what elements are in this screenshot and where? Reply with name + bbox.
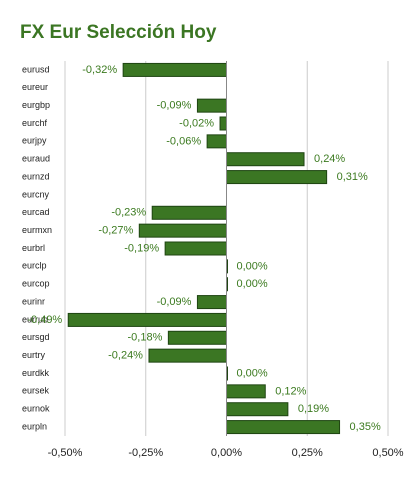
bar bbox=[148, 348, 227, 363]
bar bbox=[226, 420, 341, 435]
value-label: -0,24% bbox=[108, 350, 143, 362]
value-label: -0,27% bbox=[98, 225, 133, 237]
category-label: eurchf bbox=[22, 118, 48, 128]
x-tick-label: 0,25% bbox=[292, 447, 323, 459]
value-label: 0,00% bbox=[237, 278, 268, 290]
x-tick-label: -0,25% bbox=[128, 447, 163, 459]
bar bbox=[138, 223, 227, 238]
value-label: -0,32% bbox=[82, 64, 117, 76]
category-label: eurtry bbox=[22, 350, 46, 360]
value-label: -0,19% bbox=[124, 242, 159, 254]
x-tick-label: 0,50% bbox=[372, 447, 403, 459]
value-label: -0,49% bbox=[27, 314, 62, 326]
category-label: eurnzd bbox=[22, 171, 50, 181]
value-label: 0,19% bbox=[298, 403, 329, 415]
value-label: -0,18% bbox=[128, 332, 163, 344]
category-label: euraud bbox=[22, 154, 50, 164]
category-label: eureur bbox=[22, 82, 48, 92]
x-tick-label: -0,50% bbox=[48, 447, 83, 459]
bar bbox=[226, 170, 328, 185]
value-label: 0,24% bbox=[314, 153, 345, 165]
category-label: eurusd bbox=[22, 64, 50, 74]
category-label: eurmxn bbox=[22, 225, 52, 235]
category-label: eursgd bbox=[22, 332, 50, 342]
bar bbox=[206, 134, 227, 149]
category-label: eurclp bbox=[22, 261, 47, 271]
category-label: eurcop bbox=[22, 279, 50, 289]
value-label: -0,09% bbox=[157, 100, 192, 112]
bar bbox=[196, 98, 227, 113]
bar bbox=[151, 205, 228, 220]
bar bbox=[122, 62, 227, 77]
bar bbox=[164, 241, 228, 256]
category-label: eurbrl bbox=[22, 243, 45, 253]
value-label: 0,31% bbox=[337, 171, 368, 183]
value-label: -0,09% bbox=[157, 296, 192, 308]
value-label: 0,12% bbox=[275, 385, 306, 397]
bar bbox=[226, 152, 305, 167]
bar bbox=[226, 384, 266, 399]
value-label: 0,35% bbox=[350, 421, 381, 433]
value-label: -0,06% bbox=[166, 135, 201, 147]
value-label: 0,00% bbox=[237, 260, 268, 272]
value-label: -0,02% bbox=[179, 117, 214, 129]
chart-title: FX Eur Selección Hoy bbox=[20, 22, 217, 43]
category-label: eurinr bbox=[22, 296, 45, 306]
category-label: eurrub bbox=[22, 314, 48, 324]
category-label: eurdkk bbox=[22, 368, 50, 378]
bar bbox=[196, 295, 227, 310]
category-label: eurgbp bbox=[22, 100, 50, 110]
category-label: eursek bbox=[22, 386, 50, 396]
bar bbox=[219, 116, 227, 131]
bar bbox=[226, 402, 289, 417]
bar bbox=[67, 312, 228, 327]
x-tick-label: 0,00% bbox=[211, 447, 242, 459]
category-label: eurcny bbox=[22, 189, 50, 199]
category-label: eurcad bbox=[22, 207, 50, 217]
bar bbox=[167, 330, 227, 345]
value-label: 0,00% bbox=[237, 367, 268, 379]
value-label: -0,23% bbox=[111, 207, 146, 219]
category-label: eurjpy bbox=[22, 136, 47, 146]
category-label: eurpln bbox=[22, 421, 47, 431]
category-label: eurnok bbox=[22, 404, 50, 414]
